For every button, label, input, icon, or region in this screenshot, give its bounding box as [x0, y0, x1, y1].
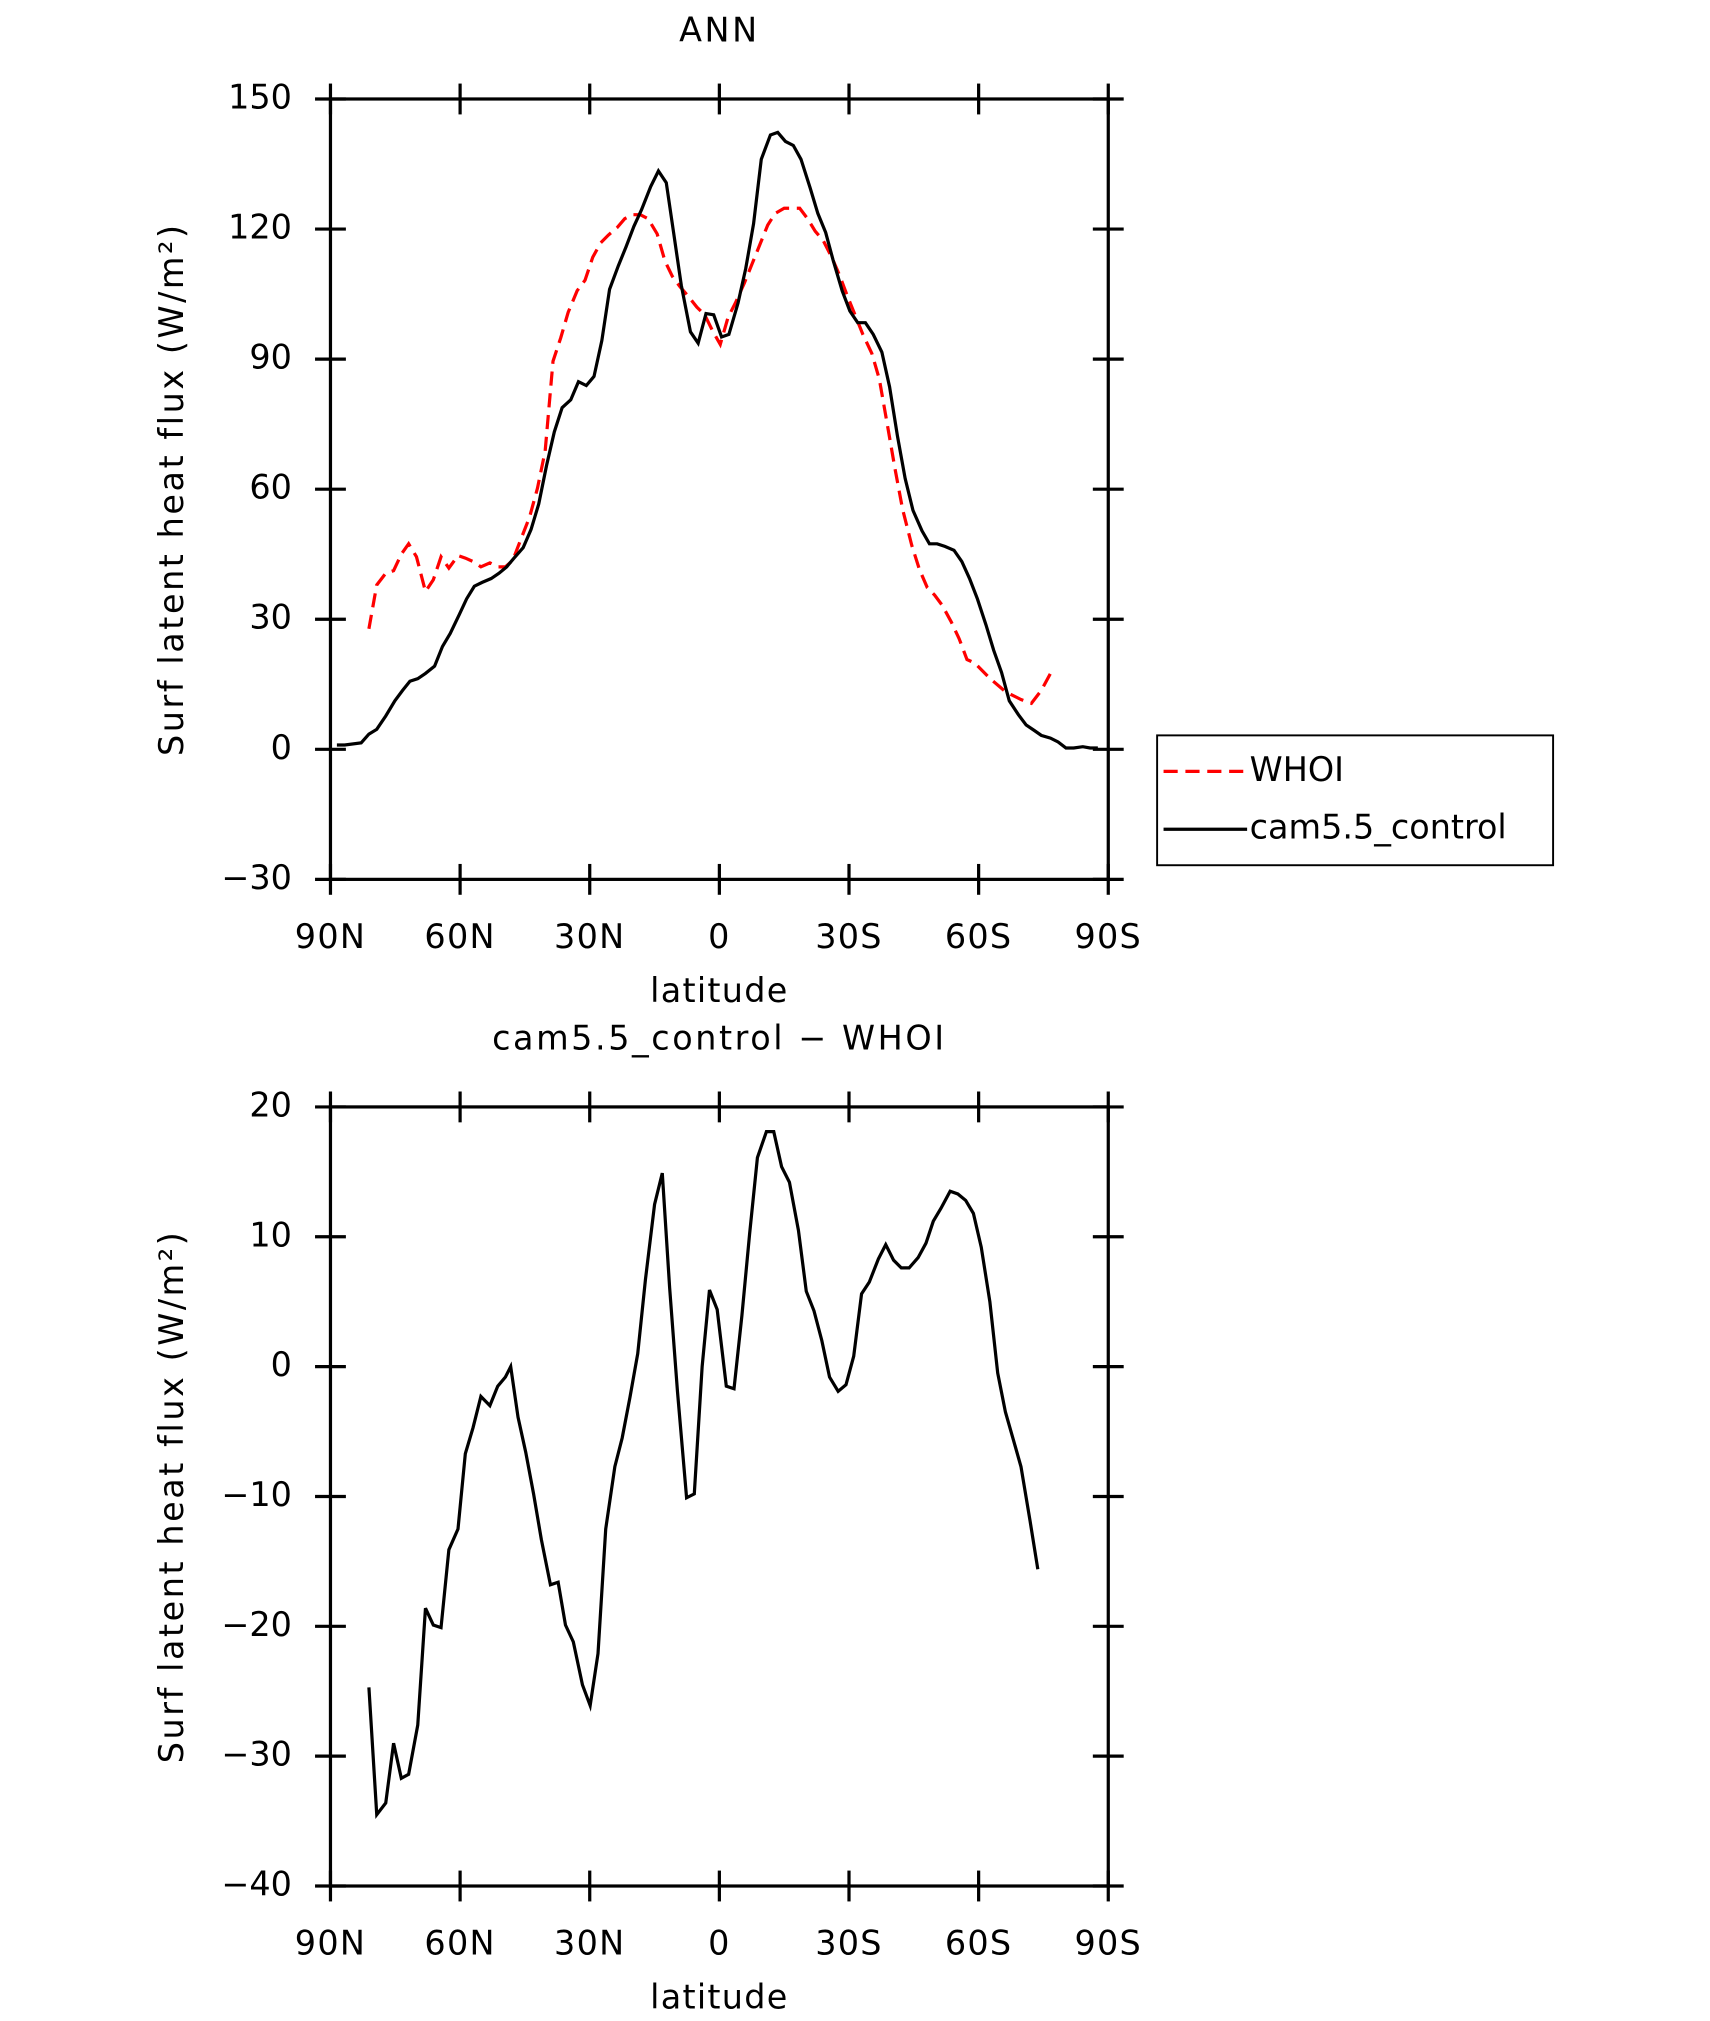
- x-tick-label: 60N: [424, 1924, 495, 1963]
- data-line: [367, 206, 1054, 706]
- x-tick-label: 0: [708, 917, 731, 956]
- x-tick-label: 90N: [295, 917, 366, 956]
- chart-title: ANN: [679, 11, 760, 50]
- x-axis-label: latitude: [650, 971, 788, 1010]
- legend-box: [1156, 734, 1555, 867]
- x-tick-label: 30S: [815, 1924, 883, 1963]
- plot-frame: [328, 97, 1110, 881]
- y-tick-label: −10: [221, 1475, 291, 1514]
- y-tick-label: 150: [228, 77, 292, 116]
- y-axis-label: Surf latent heat flux (W/m²): [152, 222, 191, 756]
- x-tick-label: 60N: [424, 917, 495, 956]
- legend-label: WHOI: [1250, 750, 1344, 789]
- data-line: [367, 1129, 1040, 1820]
- x-tick-label: 30N: [554, 1924, 625, 1963]
- x-axis-label: latitude: [650, 1978, 788, 2017]
- y-axis-label: Surf latent heat flux (W/m²): [152, 1230, 191, 1764]
- y-tick-label: 10: [249, 1215, 292, 1254]
- x-tick-label: 60S: [945, 1924, 1013, 1963]
- x-tick-label: 90S: [1074, 1924, 1142, 1963]
- x-tick-label: 0: [708, 1924, 731, 1963]
- chart-title: cam5.5_control − WHOI: [492, 1019, 947, 1058]
- x-tick-label: 30N: [554, 917, 625, 956]
- y-tick-label: 60: [249, 468, 292, 507]
- x-tick-label: 90S: [1074, 917, 1142, 956]
- y-tick-label: −40: [221, 1865, 291, 1904]
- plot-frame: [328, 1105, 1110, 1888]
- y-tick-label: 90: [249, 338, 292, 377]
- y-tick-label: −20: [221, 1605, 291, 1644]
- data-line: [336, 130, 1098, 750]
- y-tick-label: −30: [221, 858, 291, 897]
- legend-label: cam5.5_control: [1250, 808, 1507, 847]
- y-tick-label: 0: [271, 1345, 292, 1384]
- y-tick-label: 0: [271, 728, 292, 767]
- x-tick-label: 30S: [815, 917, 883, 956]
- y-tick-label: 20: [249, 1085, 292, 1124]
- x-tick-label: 90N: [295, 1924, 366, 1963]
- y-tick-label: −30: [221, 1735, 291, 1774]
- y-tick-label: 120: [228, 208, 292, 247]
- y-tick-label: 30: [249, 598, 292, 637]
- x-tick-label: 60S: [945, 917, 1013, 956]
